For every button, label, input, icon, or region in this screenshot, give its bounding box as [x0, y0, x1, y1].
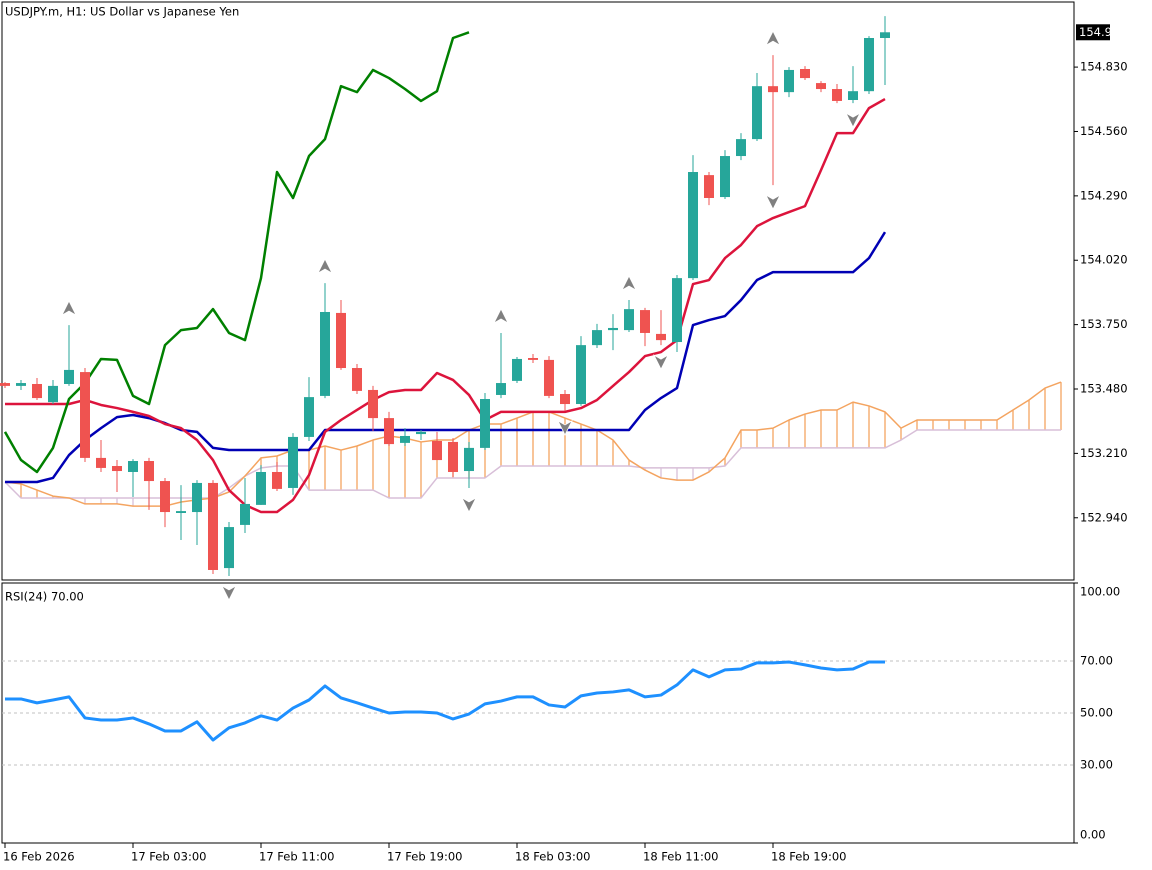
candle-body: [128, 461, 138, 472]
y-tick-label: 153.750: [1080, 317, 1128, 331]
candle-body: [720, 156, 730, 198]
candle-body: [144, 461, 154, 482]
candle-body: [304, 397, 314, 437]
candle-body: [576, 345, 586, 405]
candle-body: [592, 330, 602, 346]
y-tick-label: 154.830: [1080, 60, 1128, 74]
candle-body: [64, 369, 74, 384]
candle-body: [512, 358, 522, 381]
candle-body: [272, 471, 282, 489]
candle-body: [96, 457, 106, 468]
candle-body: [528, 358, 538, 360]
candle-body: [320, 311, 330, 396]
candle-body: [352, 368, 362, 391]
fractal-down: [461, 496, 477, 513]
candle-body: [192, 482, 202, 513]
rsi-title: RSI(24) 70.00: [5, 590, 84, 604]
candle-body: [224, 527, 234, 569]
y-tick-label: 70.00: [1080, 654, 1113, 668]
candle-body: [48, 385, 58, 403]
tenkan-line: [5, 97, 886, 514]
current-price-box: [1076, 24, 1110, 41]
candle-body: [768, 86, 778, 93]
y-tick-label: 152.940: [1080, 510, 1128, 524]
candle-body: [176, 511, 186, 513]
candle-body: [240, 503, 250, 525]
chart-title: USDJPY.m, H1: US Dollar vs Japanese Yen: [5, 5, 239, 19]
candle-body: [736, 139, 746, 157]
fractal-down: [765, 194, 781, 211]
y-tick-label: 30.00: [1080, 758, 1113, 772]
candle-body: [16, 383, 26, 386]
candle-body: [208, 482, 218, 570]
y-tick-label: 154.560: [1080, 124, 1128, 138]
candle-body: [32, 383, 42, 399]
fractal-up: [765, 30, 781, 47]
y-tick-label: 154.020: [1080, 253, 1128, 267]
fractal-down: [221, 584, 237, 601]
candle-body: [784, 69, 794, 93]
current-price-label: 154.976: [1079, 25, 1127, 39]
candle-body: [496, 383, 506, 395]
candle-body: [416, 431, 426, 435]
candle-body: [672, 278, 682, 343]
y-tick-label: 154.290: [1080, 188, 1128, 202]
candle-body: [560, 394, 570, 405]
y-tick-label: 50.00: [1080, 706, 1113, 720]
candle-body: [704, 175, 714, 199]
candle-body: [864, 38, 874, 92]
candle-body: [640, 310, 650, 333]
candle-body: [400, 435, 410, 443]
fractal-down: [653, 354, 669, 371]
fractal-down: [557, 419, 573, 436]
candle-body: [832, 89, 842, 101]
candle-body: [800, 69, 810, 79]
rsi-line: [5, 660, 885, 742]
candle-body: [368, 389, 378, 419]
fractal-up: [317, 258, 333, 275]
candle-body: [0, 383, 10, 386]
candle-body: [848, 91, 858, 101]
x-tick-label: 18 Feb 19:00: [771, 850, 846, 864]
candle-body: [656, 333, 666, 341]
y-tick-label: 100.00: [1080, 585, 1120, 599]
y-tick-label: 0.00: [1080, 828, 1106, 842]
chikou-line: [3, 31, 470, 474]
candle-body: [608, 327, 618, 331]
candle-body: [624, 309, 634, 331]
fractal-up: [493, 308, 509, 324]
x-tick-label: 17 Feb 03:00: [131, 850, 206, 864]
x-tick-label: 17 Feb 11:00: [259, 850, 334, 864]
fractal-down: [845, 112, 861, 128]
candle-body: [80, 372, 90, 458]
candle-body: [256, 471, 266, 505]
candle-body: [448, 441, 458, 472]
candle-body: [816, 83, 826, 90]
candle-body: [464, 447, 474, 472]
candle-body: [160, 481, 170, 513]
candle-body: [480, 399, 490, 448]
y-tick-label: 153.480: [1080, 382, 1128, 396]
fractal-up: [621, 275, 637, 292]
x-tick-label: 17 Feb 19:00: [387, 850, 462, 864]
candle-body: [384, 418, 394, 445]
main-panel: [1, 1, 1075, 581]
y-tick-label: 153.210: [1080, 446, 1128, 460]
x-tick-label: 18 Feb 03:00: [515, 850, 590, 864]
fractal-up: [61, 300, 77, 317]
candle-body: [112, 466, 122, 472]
x-tick-label: 16 Feb 2026: [3, 850, 75, 864]
candle-body: [688, 172, 698, 279]
kijun-line: [5, 231, 887, 484]
candle-body: [544, 359, 554, 396]
candle-body: [336, 312, 346, 369]
candle-body: [288, 436, 298, 488]
x-tick-label: 18 Feb 11:00: [643, 850, 718, 864]
candle-body: [432, 440, 442, 461]
candle-body: [880, 32, 890, 39]
candle-body: [752, 86, 762, 140]
